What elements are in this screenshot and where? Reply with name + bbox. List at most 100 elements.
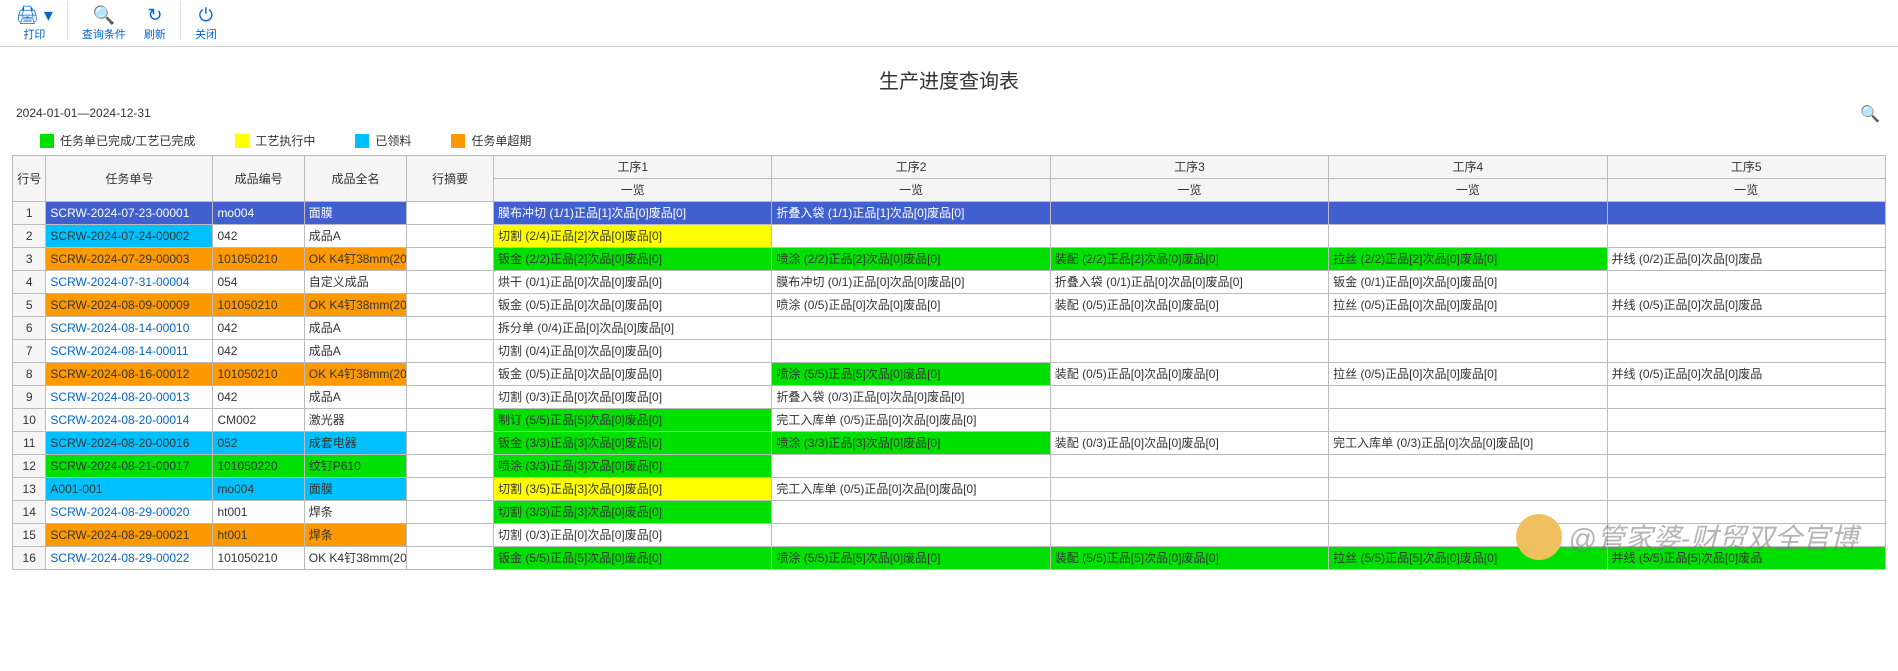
cell-task[interactable]: SCRW-2024-08-16-00012 bbox=[46, 363, 213, 386]
cell-proc1[interactable]: 钣金 (0/5)正品[0]次品[0]废品[0] bbox=[494, 363, 772, 386]
cell-task[interactable]: A001-001 bbox=[46, 478, 213, 501]
col-proc5-sub[interactable]: 一览 bbox=[1607, 179, 1885, 202]
cell-proc4[interactable]: 拉丝 (0/5)正品[0]次品[0]废品[0] bbox=[1329, 363, 1607, 386]
cell-proc2[interactable]: 喷涂 (5/5)正品[5]次品[0]废品[0] bbox=[772, 547, 1050, 570]
cell-prodname[interactable]: OK K4钉38mm(2000) bbox=[304, 547, 406, 570]
cell-proc5[interactable] bbox=[1607, 455, 1885, 478]
cell-proc4[interactable] bbox=[1329, 340, 1607, 363]
col-proc5[interactable]: 工序5 bbox=[1607, 156, 1885, 179]
cell-rownum[interactable]: 12 bbox=[13, 455, 46, 478]
col-proc2-sub[interactable]: 一览 bbox=[772, 179, 1050, 202]
cell-proc1[interactable]: 切割 (0/3)正品[0]次品[0]废品[0] bbox=[494, 386, 772, 409]
cell-proc2[interactable] bbox=[772, 225, 1050, 248]
table-row[interactable]: 1SCRW-2024-07-23-00001mo004面膜膜布冲切 (1/1)正… bbox=[13, 202, 1886, 225]
cell-prodcode[interactable]: 101050210 bbox=[213, 363, 304, 386]
cell-rownum[interactable]: 10 bbox=[13, 409, 46, 432]
cell-task[interactable]: SCRW-2024-08-29-00022 bbox=[46, 547, 213, 570]
cell-prodname[interactable]: 焊条 bbox=[304, 524, 406, 547]
cell-proc3[interactable]: 装配 (5/5)正品[5]次品[0]废品[0] bbox=[1050, 547, 1328, 570]
cell-prodname[interactable]: 成套电器 bbox=[304, 432, 406, 455]
cell-proc4[interactable] bbox=[1329, 317, 1607, 340]
cell-proc1[interactable]: 切割 (3/5)正品[3]次品[0]废品[0] bbox=[494, 478, 772, 501]
table-row[interactable]: 4SCRW-2024-07-31-00004054自定义成品烘干 (0/1)正品… bbox=[13, 271, 1886, 294]
cell-proc5[interactable] bbox=[1607, 501, 1885, 524]
cell-proc1[interactable]: 切割 (0/4)正品[0]次品[0]废品[0] bbox=[494, 340, 772, 363]
cell-proc5[interactable] bbox=[1607, 317, 1885, 340]
cell-prodname[interactable]: 成品A bbox=[304, 340, 406, 363]
cell-proc5[interactable] bbox=[1607, 432, 1885, 455]
cell-rownum[interactable]: 11 bbox=[13, 432, 46, 455]
cell-proc1[interactable]: 制订 (5/5)正品[5]次品[0]废品[0] bbox=[494, 409, 772, 432]
col-proc4[interactable]: 工序4 bbox=[1329, 156, 1607, 179]
cell-rownum[interactable]: 9 bbox=[13, 386, 46, 409]
cell-proc1[interactable]: 切割 (3/3)正品[3]次品[0]废品[0] bbox=[494, 501, 772, 524]
cell-summary[interactable] bbox=[407, 455, 494, 478]
table-row[interactable]: 2SCRW-2024-07-24-00002042成品A切割 (2/4)正品[2… bbox=[13, 225, 1886, 248]
col-proc2[interactable]: 工序2 bbox=[772, 156, 1050, 179]
col-taskno[interactable]: 任务单号 bbox=[46, 156, 213, 202]
table-row[interactable]: 14SCRW-2024-08-29-00020ht001焊条切割 (3/3)正品… bbox=[13, 501, 1886, 524]
cell-proc4[interactable] bbox=[1329, 478, 1607, 501]
cell-proc4[interactable]: 拉丝 (5/5)正品[5]次品[0]废品[0] bbox=[1329, 547, 1607, 570]
cell-proc5[interactable] bbox=[1607, 409, 1885, 432]
cell-summary[interactable] bbox=[407, 225, 494, 248]
col-proc3[interactable]: 工序3 bbox=[1050, 156, 1328, 179]
cell-proc3[interactable] bbox=[1050, 501, 1328, 524]
table-row[interactable]: 10SCRW-2024-08-20-00014CM002激光器制订 (5/5)正… bbox=[13, 409, 1886, 432]
cell-proc5[interactable] bbox=[1607, 225, 1885, 248]
cell-proc2[interactable]: 完工入库单 (0/5)正品[0]次品[0]废品[0] bbox=[772, 478, 1050, 501]
cell-prodname[interactable]: 成品A bbox=[304, 386, 406, 409]
cell-proc3[interactable]: 折叠入袋 (0/1)正品[0]次品[0]废品[0] bbox=[1050, 271, 1328, 294]
query-button[interactable]: 🔍 查询条件 bbox=[74, 2, 134, 44]
cell-proc4[interactable] bbox=[1329, 455, 1607, 478]
cell-proc2[interactable] bbox=[772, 317, 1050, 340]
cell-prodcode[interactable]: ht001 bbox=[213, 524, 304, 547]
cell-summary[interactable] bbox=[407, 294, 494, 317]
cell-proc3[interactable] bbox=[1050, 524, 1328, 547]
cell-rownum[interactable]: 1 bbox=[13, 202, 46, 225]
cell-rownum[interactable]: 5 bbox=[13, 294, 46, 317]
cell-rownum[interactable]: 2 bbox=[13, 225, 46, 248]
cell-summary[interactable] bbox=[407, 202, 494, 225]
table-row[interactable]: 15SCRW-2024-08-29-00021ht001焊条切割 (0/3)正品… bbox=[13, 524, 1886, 547]
cell-prodname[interactable]: 纹钉P610 bbox=[304, 455, 406, 478]
search-zoom-icon[interactable]: 🔍 bbox=[1860, 104, 1880, 124]
cell-proc4[interactable]: 钣金 (0/1)正品[0]次品[0]废品[0] bbox=[1329, 271, 1607, 294]
cell-prodname[interactable]: 成品A bbox=[304, 225, 406, 248]
cell-prodcode[interactable]: 101050210 bbox=[213, 294, 304, 317]
cell-proc4[interactable] bbox=[1329, 409, 1607, 432]
cell-proc5[interactable]: 并线 (0/2)正品[0]次品[0]废品 bbox=[1607, 248, 1885, 271]
cell-proc3[interactable] bbox=[1050, 455, 1328, 478]
cell-proc2[interactable] bbox=[772, 501, 1050, 524]
col-summary[interactable]: 行摘要 bbox=[407, 156, 494, 202]
cell-prodname[interactable]: 焊条 bbox=[304, 501, 406, 524]
cell-prodcode[interactable]: 042 bbox=[213, 386, 304, 409]
table-row[interactable]: 3SCRW-2024-07-29-00003101050210OK K4钉38m… bbox=[13, 248, 1886, 271]
print-button[interactable]: 🖨 ▾ 打印 bbox=[8, 2, 61, 44]
col-prodname[interactable]: 成品全名 bbox=[304, 156, 406, 202]
cell-proc3[interactable] bbox=[1050, 478, 1328, 501]
cell-summary[interactable] bbox=[407, 547, 494, 570]
cell-proc5[interactable]: 并线 (5/5)正品[5]次品[0]废品 bbox=[1607, 547, 1885, 570]
cell-proc4[interactable]: 拉丝 (2/2)正品[2]次品[0]废品[0] bbox=[1329, 248, 1607, 271]
cell-task[interactable]: SCRW-2024-07-24-00002 bbox=[46, 225, 213, 248]
cell-proc4[interactable] bbox=[1329, 225, 1607, 248]
cell-rownum[interactable]: 16 bbox=[13, 547, 46, 570]
cell-summary[interactable] bbox=[407, 524, 494, 547]
cell-proc1[interactable]: 钣金 (3/3)正品[3]次品[0]废品[0] bbox=[494, 432, 772, 455]
col-proc3-sub[interactable]: 一览 bbox=[1050, 179, 1328, 202]
cell-prodcode[interactable]: 042 bbox=[213, 225, 304, 248]
cell-proc3[interactable] bbox=[1050, 202, 1328, 225]
cell-proc3[interactable] bbox=[1050, 386, 1328, 409]
cell-proc3[interactable]: 装配 (2/2)正品[2]次品[0]废品[0] bbox=[1050, 248, 1328, 271]
cell-task[interactable]: SCRW-2024-07-23-00001 bbox=[46, 202, 213, 225]
cell-rownum[interactable]: 3 bbox=[13, 248, 46, 271]
cell-prodcode[interactable]: 101050210 bbox=[213, 547, 304, 570]
cell-proc2[interactable] bbox=[772, 524, 1050, 547]
table-row[interactable]: 11SCRW-2024-08-20-00016052成套电器钣金 (3/3)正品… bbox=[13, 432, 1886, 455]
cell-proc5[interactable] bbox=[1607, 524, 1885, 547]
cell-proc3[interactable]: 装配 (0/3)正品[0]次品[0]废品[0] bbox=[1050, 432, 1328, 455]
cell-proc1[interactable]: 钣金 (0/5)正品[0]次品[0]废品[0] bbox=[494, 294, 772, 317]
col-proc4-sub[interactable]: 一览 bbox=[1329, 179, 1607, 202]
cell-proc5[interactable] bbox=[1607, 386, 1885, 409]
